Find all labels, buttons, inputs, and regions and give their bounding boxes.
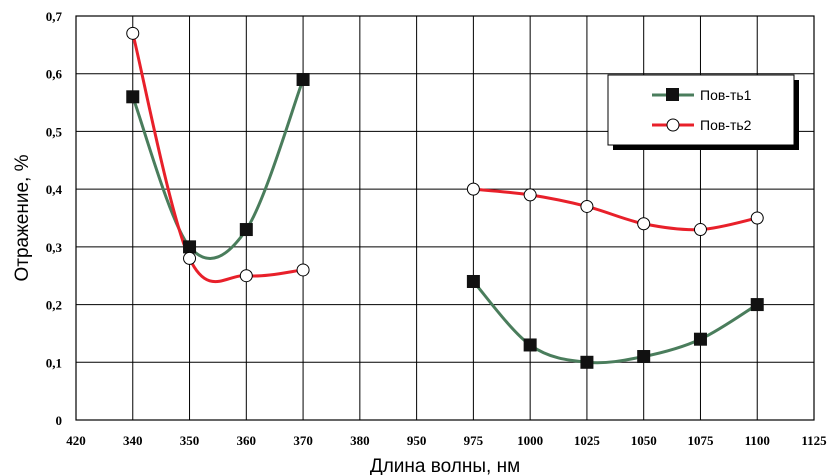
- y-tick-label: 0,6: [46, 67, 63, 82]
- series-2-point: [239, 269, 253, 283]
- legend-box: [607, 74, 795, 146]
- x-tick-label: 420: [66, 433, 86, 448]
- series-2-point: [466, 182, 480, 196]
- series-1-point: [239, 223, 253, 237]
- x-tick-label: 1100: [745, 433, 770, 448]
- y-tick-label: 0,1: [46, 355, 62, 370]
- x-tick-label: 1050: [631, 433, 657, 448]
- x-axis-title: Длина волны, нм: [370, 456, 520, 475]
- x-tick-label: 340: [123, 433, 143, 448]
- y-tick-label: 0,5: [46, 124, 63, 139]
- y-tick-label: 0,4: [46, 182, 63, 197]
- series-2-point: [523, 188, 537, 202]
- x-tick-label: 350: [180, 433, 200, 448]
- legend-marker-series2: [666, 118, 680, 132]
- x-tick-label: 360: [237, 433, 257, 448]
- series-1-line-segment-1: [131, 77, 305, 260]
- legend: Пов-ть1 Пов-ть2: [607, 74, 799, 150]
- y-tick-label: 0,3: [46, 240, 63, 255]
- x-tick-label: 950: [407, 433, 427, 448]
- grid: [76, 16, 814, 420]
- x-tick-label: 1025: [574, 433, 601, 448]
- series-layer: [126, 26, 764, 369]
- x-tick-label: 1125: [801, 433, 827, 448]
- legend-label-series2: Пов-ть2: [700, 117, 752, 133]
- series-1-point: [523, 338, 537, 352]
- y-tick-label: 0,7: [46, 9, 63, 24]
- series-2-point: [296, 263, 310, 277]
- series-2-point: [580, 199, 594, 213]
- y-tick-labels: 0 0,1 0,2 0,3 0,4 0,5 0,6 0,7: [46, 9, 63, 428]
- series-1-point: [637, 350, 651, 364]
- x-tick-label: 370: [293, 433, 313, 448]
- x-tick-label: 380: [350, 433, 370, 448]
- series-2-line-segment-1: [131, 31, 305, 283]
- x-tick-label: 975: [464, 433, 484, 448]
- y-tick-label: 0,2: [46, 298, 62, 313]
- series-1-point: [126, 90, 140, 104]
- plot-frame: [75, 15, 815, 421]
- legend-label-series1: Пов-ть1: [700, 87, 752, 103]
- series-1-point: [466, 274, 480, 288]
- legend-marker-series1: [666, 88, 679, 101]
- series-1-point: [693, 332, 707, 346]
- series-2-point: [693, 223, 707, 237]
- x-tick-label: 1000: [517, 433, 543, 448]
- series-2-point: [637, 217, 651, 231]
- series-1-point: [580, 355, 594, 369]
- series-1-point: [183, 240, 197, 254]
- x-tick-label: 1075: [687, 433, 714, 448]
- x-tick-labels: 420 340 350 360 370 380 950 975 1000 1025 1050 1075…: [66, 433, 827, 448]
- series-2-point: [183, 251, 197, 265]
- series-1-point: [750, 298, 764, 312]
- y-axis-title: Отражение, %: [12, 154, 33, 281]
- series-2-point: [750, 211, 764, 225]
- y-tick-label: 0: [56, 413, 63, 428]
- series-1-line-segment-2: [471, 279, 759, 365]
- series-2-point: [126, 26, 140, 40]
- series-1-point: [296, 72, 310, 86]
